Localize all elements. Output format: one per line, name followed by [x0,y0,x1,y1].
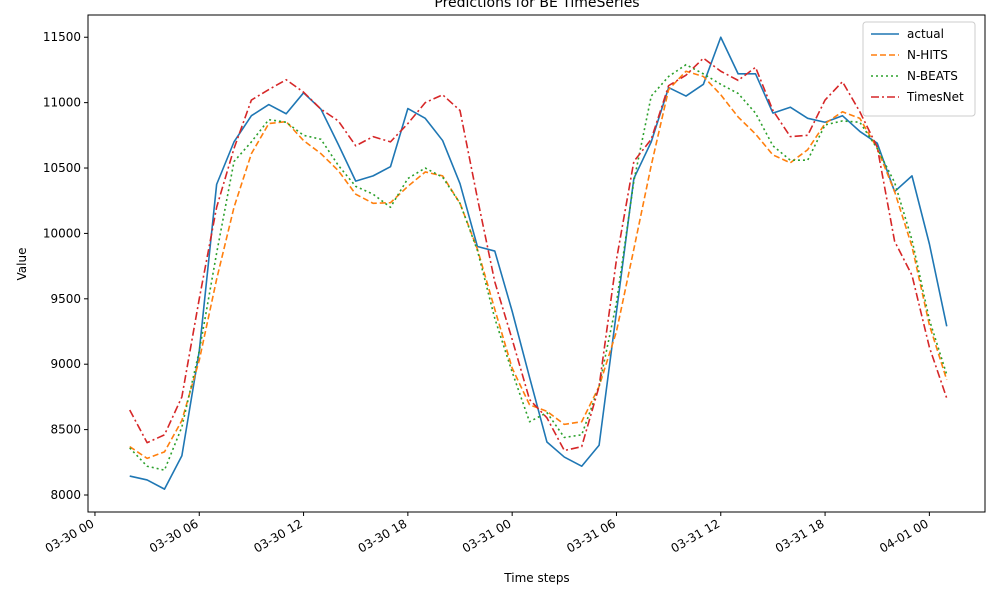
y-tick-label: 8500 [50,423,81,437]
y-tick-label: 10500 [43,161,81,175]
y-tick-label: 11000 [43,96,81,110]
legend: actual N-HITS N-BEATS TimesNet [862,21,976,117]
y-axis: 8000 8500 9000 9500 10000 10500 11000 11500 [43,30,88,502]
legend-label: N-BEATS [907,69,958,83]
legend-label: TimesNet [906,90,964,104]
y-tick-label: 8000 [50,488,81,502]
y-tick-label: 11500 [43,30,81,44]
y-tick-label: 9000 [50,357,81,371]
series-line-n-beats [129,63,948,471]
legend-label: N-HITS [907,48,948,62]
y-axis-label: Value [15,248,29,281]
plot-frame [87,14,986,513]
series-line-actual [129,36,948,490]
legend-label: actual [907,27,944,41]
x-axis-label: Time steps [503,571,569,585]
series-line-timesnet [129,57,948,452]
plot-area [129,36,948,490]
y-tick-label: 9500 [50,292,81,306]
legend-box [862,21,976,117]
chart-title: Predictions for BE TimeSeries [434,0,639,11]
series-line-n-hits [129,70,948,460]
y-tick-label: 10000 [43,226,81,240]
